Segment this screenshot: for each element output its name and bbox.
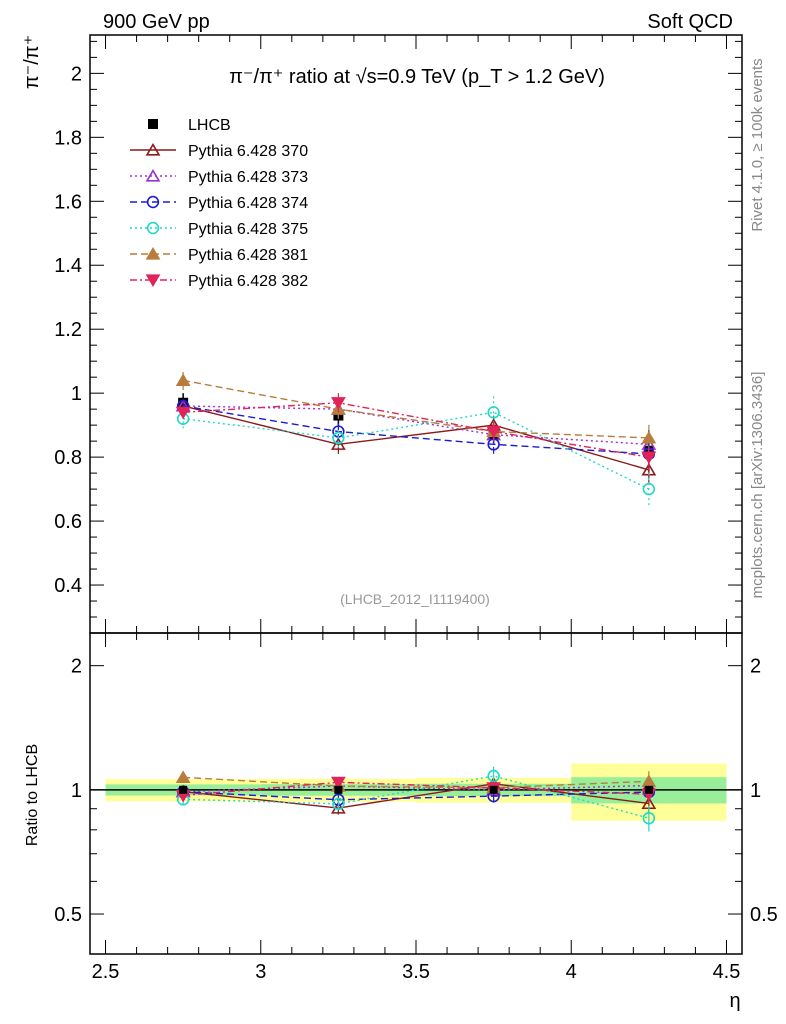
y-tick-label: 1.6 [54,191,82,213]
ratio-y-tick-label: 1 [71,780,82,802]
x-tick-label: 3 [255,961,266,983]
series-point [332,431,345,445]
y-tick-label: 1.8 [54,127,82,149]
y-tick-label: 1.2 [54,319,82,341]
legend-marker [145,169,161,182]
y-tick-label: 2 [71,63,82,85]
y-axis-label: π⁻/π⁺ [21,35,43,89]
ratio-y-tick-label: 2 [71,656,82,678]
ratio-y-tick-label-right: 1 [750,780,761,802]
legend-marker [148,119,158,129]
ratio-y-tick-label: 0.5 [54,904,82,926]
legend-marker [146,221,160,235]
ratio-data-point [179,785,188,794]
header-left-label: 900 GeV pp [103,11,210,33]
ratio-data-point [489,785,498,794]
ratio-series-point [330,776,346,790]
legend-label: Pythia 6.428 374 [188,195,308,212]
legend-label: Pythia 6.428 375 [188,221,308,238]
series-point [175,406,191,420]
series-point [330,397,346,410]
ratio-data-point [334,785,343,794]
legend-label: Pythia 6.428 382 [188,273,308,290]
ratio-data-point [644,785,653,794]
series-line [183,405,649,446]
ratio-series-point [332,797,345,811]
y-tick-label: 1.4 [54,255,82,277]
legend-label: Pythia 6.428 370 [188,143,308,160]
legend-marker [146,195,160,209]
x-tick-label: 2.5 [92,961,120,983]
legend-label: LHCB [188,117,231,134]
ratio-series-line [183,776,649,789]
ratio-y-tick-label-right: 0.5 [750,904,778,926]
header-right-label: Soft QCD [647,11,733,33]
ratio-series-point [642,811,656,825]
series-point [486,425,502,439]
mcplots-label: mcplots.cern.ch [arXiv:1306.3436] [749,372,766,599]
series-point [642,482,656,496]
ratio-y-axis-label: Ratio to LHCB [24,744,41,846]
analysis-label: (LHCB_2012_I1119400) [340,591,490,607]
legend-marker [145,274,161,287]
ratio-series-group [175,766,657,832]
series-point [175,373,191,386]
legend: LHCB Pythia 6.428 370 Pythia 6.428 373 Pyth… [130,117,308,290]
x-axis-label: η [729,990,740,1012]
series-line [183,405,649,455]
x-tick-label: 4 [566,961,577,983]
legend-marker [145,143,161,156]
y-tick-label: 0.6 [54,511,82,533]
x-tick-label: 4.5 [713,961,741,983]
legend-marker [145,247,161,260]
axes-group: 2.5 3 3.5 4 4.5 0.4 0.6 0.8 1 1.2 1.4 1.6 1.8 2 0.5 0.5… [54,35,778,983]
rivet-version-label: Rivet 4.1.0, ≥ 100k events [749,58,766,231]
series-point [330,437,346,450]
ratio-series-line [183,781,649,797]
x-tick-label: 3.5 [402,961,430,983]
chart-title: π⁻/π⁺ ratio at √s=0.9 TeV (p_T > 1.2 GeV… [229,66,605,88]
series-line [183,411,650,490]
series-point [487,406,500,419]
ratio-y-tick-label-right: 2 [750,656,761,678]
ratio-series-line [183,791,649,801]
series-line [182,405,650,471]
series-point [641,451,657,465]
legend-label: Pythia 6.428 381 [188,247,308,264]
y-tick-label: 1 [71,383,82,405]
ratio-series-point [175,770,191,783]
main-series-group [175,370,657,506]
legend-label: Pythia 6.428 373 [188,169,308,186]
y-tick-label: 0.4 [54,575,82,597]
series-line [183,402,649,458]
y-tick-label: 0.8 [54,447,82,469]
series-line [183,379,649,439]
series-point [641,430,657,444]
